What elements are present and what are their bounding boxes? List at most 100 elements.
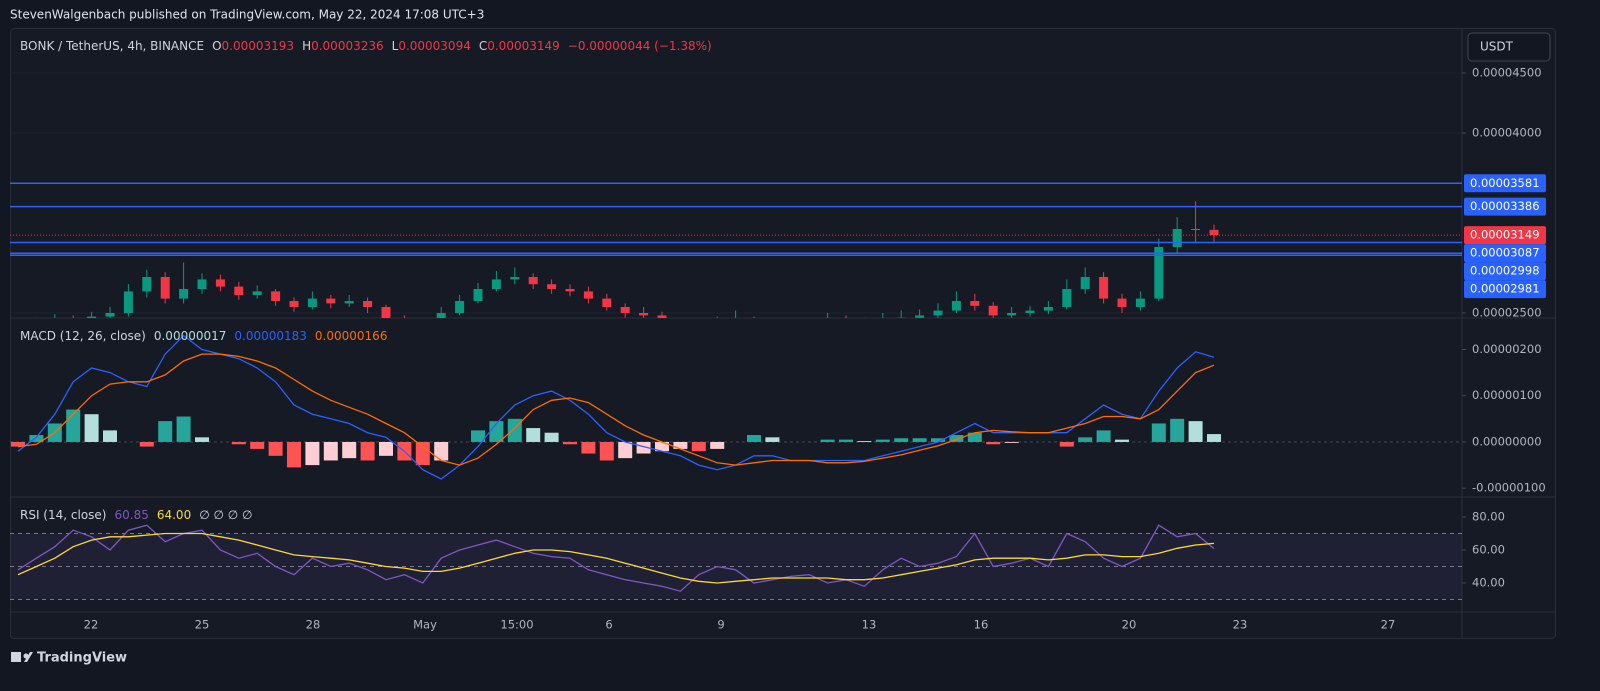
candle-body	[1154, 246, 1164, 299]
y-tick-label: 0.00004500	[1472, 65, 1542, 79]
candle-body	[455, 300, 465, 313]
candle-body	[951, 300, 961, 311]
histogram-bar	[599, 441, 614, 461]
tradingview-logo	[11, 652, 33, 662]
candle-body	[215, 279, 225, 287]
x-tick-label: 16	[974, 618, 989, 632]
indicator-line	[17, 334, 1215, 480]
price-label-box	[1464, 197, 1546, 216]
pane-legend: RSI (14, close) 60.85 64.00 ∅ ∅ ∅ ∅	[20, 508, 252, 522]
histogram-bar	[195, 437, 209, 442]
chart-frame	[10, 28, 1556, 639]
candle-body	[657, 315, 667, 318]
candle-body	[123, 291, 133, 313]
brand: TradingView	[37, 651, 127, 666]
legend-value: C	[479, 39, 487, 53]
candle-body	[970, 300, 980, 306]
histogram-bar	[1078, 437, 1093, 442]
y-tick-label: 0.00000100	[1472, 388, 1542, 402]
candle-body	[510, 276, 520, 280]
y-tick-label: 0.00000000	[1472, 434, 1542, 448]
histogram-bar	[912, 438, 927, 442]
legend-value: 0.00003236	[311, 39, 384, 53]
histogram-bar	[581, 441, 596, 454]
candle-body	[1172, 228, 1182, 247]
legend-value: 0.00000017	[154, 329, 227, 343]
histogram-bar	[710, 441, 725, 449]
histogram-bar	[84, 414, 99, 442]
x-tick-label: 25	[195, 618, 210, 632]
legend-value: −0.00000044 (−1.38%)	[568, 39, 712, 53]
histogram-bar	[360, 441, 375, 461]
price-label: 0.00002998	[1470, 264, 1540, 278]
pane-title: BONK / TetherUS, 4h, BINANCE	[20, 39, 204, 53]
x-tick-label: 22	[84, 618, 99, 632]
histogram-bar	[250, 441, 265, 449]
candle-body	[1099, 276, 1109, 299]
candle-body	[1135, 298, 1145, 307]
histogram-bar	[894, 438, 909, 442]
legend-value: 0.00003149	[487, 39, 560, 53]
legend-value: 0.00000183	[234, 329, 307, 343]
histogram-bar	[636, 441, 651, 454]
pane	[10, 524, 1462, 600]
histogram-bar	[415, 441, 430, 466]
legend-value: H	[302, 39, 311, 53]
candle-body	[1043, 306, 1053, 311]
price-label: 0.00003581	[1470, 176, 1540, 190]
histogram-bar	[1151, 423, 1166, 442]
histogram-bar	[11, 441, 25, 447]
candle-body	[583, 291, 593, 299]
histogram-bar	[967, 432, 982, 442]
y-tick-label: 60.00	[1472, 542, 1505, 556]
candle-body	[988, 305, 998, 316]
legend-value: 0.00003193	[222, 39, 295, 53]
candle-body	[326, 298, 336, 304]
currency-label: USDT	[1480, 40, 1514, 54]
histogram-bar	[747, 435, 761, 442]
histogram-bar	[1170, 418, 1185, 442]
x-tick-label: 28	[306, 618, 321, 632]
price-label: 0.00002981	[1470, 282, 1540, 296]
histogram-bar	[158, 421, 173, 442]
histogram-bar	[563, 441, 577, 445]
histogram-bar	[434, 441, 449, 461]
candle-body	[160, 276, 170, 299]
candle-body	[105, 312, 115, 317]
x-tick-label: 20	[1122, 618, 1137, 632]
histogram-bar	[839, 439, 853, 442]
candle-body	[915, 315, 925, 318]
candle-body	[307, 298, 317, 307]
price-label-box	[1464, 244, 1546, 263]
y-tick-label: 40.00	[1472, 575, 1505, 589]
x-tick-label: 6	[605, 618, 612, 632]
candle-body	[363, 300, 373, 307]
legend-value: O	[212, 39, 221, 53]
histogram-bar	[342, 441, 357, 459]
candle-body	[234, 286, 244, 295]
histogram-bar	[655, 441, 669, 452]
histogram-bar	[176, 416, 191, 442]
currency-button[interactable]	[1467, 32, 1551, 62]
candle-body	[289, 300, 299, 307]
candle-body	[1007, 312, 1017, 316]
legend-value: ∅ ∅ ∅ ∅	[199, 508, 252, 522]
histogram-bar	[673, 441, 688, 449]
histogram-bar	[287, 441, 301, 468]
y-tick-label: 0.00004000	[1472, 125, 1542, 139]
histogram-bar	[526, 428, 541, 442]
histogram-bar	[29, 435, 44, 442]
x-tick-label: 13	[862, 618, 877, 632]
histogram-bar	[1188, 421, 1203, 442]
y-tick-label: 80.00	[1472, 509, 1505, 523]
histogram-bar	[471, 430, 485, 442]
candle-body	[547, 284, 557, 289]
histogram-bar	[1059, 441, 1074, 447]
histogram-bar	[765, 437, 780, 442]
histogram-bar	[544, 432, 559, 442]
candle-body	[1117, 298, 1127, 307]
price-label-box	[1464, 174, 1546, 193]
candle-body	[602, 298, 612, 307]
candle-body	[344, 300, 354, 304]
histogram-bar	[305, 441, 320, 466]
